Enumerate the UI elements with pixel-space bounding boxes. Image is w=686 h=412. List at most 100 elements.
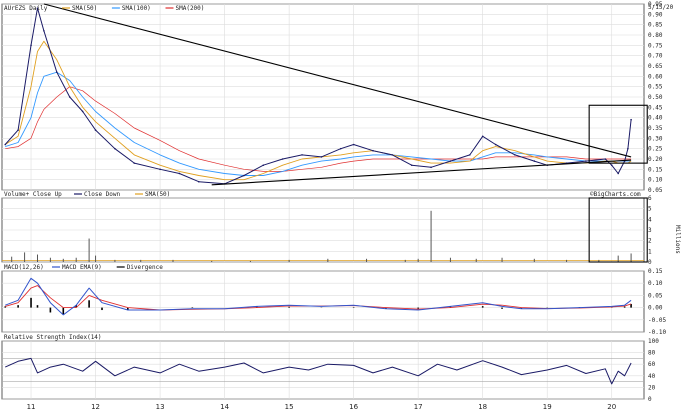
price-point bbox=[430, 166, 432, 169]
price-point bbox=[197, 180, 200, 183]
rsi-title: Relative Strength Index(14) bbox=[4, 334, 102, 341]
y-tick-label: 0.40 bbox=[648, 115, 663, 122]
price-series bbox=[4, 3, 648, 186]
volume-legend: Close Down SMA(50) bbox=[74, 191, 170, 198]
y-tick-label: 60 bbox=[648, 361, 656, 368]
volume-panel: 6 5 4 3 2 1 0 Volume+ Close Up Close Down SMA(5… bbox=[1, 191, 681, 266]
y-tick-label: 0.70 bbox=[648, 53, 663, 60]
y-tick-label: 2 bbox=[648, 238, 652, 245]
price-point bbox=[627, 147, 629, 150]
price-point bbox=[301, 154, 303, 156]
y-tick-label: 0.15 bbox=[648, 268, 663, 275]
x-tick-label: 11 bbox=[27, 403, 36, 411]
price-point bbox=[81, 110, 84, 113]
y-tick-label: 0.85 bbox=[648, 22, 663, 29]
price-point bbox=[68, 96, 71, 98]
rsi-panel: 100 80 60 40 20 0 Relative Strength Index(14) bbox=[1, 334, 659, 403]
macd-series bbox=[4, 277, 632, 316]
x-tick-label: 16 bbox=[349, 403, 358, 411]
y-tick-label: 0.05 bbox=[648, 187, 663, 194]
macd-title: MACD(12,26) bbox=[4, 264, 44, 271]
y-tick-label: 5 bbox=[648, 206, 652, 213]
y-tick-label: -0.05 bbox=[648, 317, 666, 324]
x-tick-label: 18 bbox=[478, 403, 487, 411]
price-point bbox=[320, 156, 323, 158]
y-tick-label: 0.20 bbox=[648, 156, 663, 163]
legend-entry: Close Down bbox=[84, 191, 121, 198]
volume-title: Volume+ Close Up bbox=[4, 191, 62, 198]
x-tick-label: 17 bbox=[414, 403, 423, 411]
volume-unit-label: Millions bbox=[674, 225, 681, 254]
price-point bbox=[56, 71, 58, 73]
y-tick-label: 0.50 bbox=[648, 94, 663, 101]
price-point bbox=[372, 149, 374, 152]
trendline bbox=[211, 159, 632, 186]
rsi-y-ticks: 100 80 60 40 20 0 bbox=[648, 338, 659, 403]
macd-gridlines bbox=[2, 270, 644, 333]
y-tick-label: -0.10 bbox=[648, 329, 666, 336]
price-point bbox=[610, 164, 613, 166]
volume-y-ticks: 6 5 4 3 2 1 0 bbox=[648, 195, 652, 266]
y-tick-label: 0.95 bbox=[648, 1, 663, 8]
price-point bbox=[178, 172, 181, 175]
y-tick-label: 0.80 bbox=[648, 32, 663, 39]
y-tick-label: 0.45 bbox=[648, 104, 663, 111]
legend-entry: SMA(200) bbox=[176, 5, 205, 12]
sma100-line bbox=[5, 71, 632, 176]
price-point bbox=[533, 160, 536, 162]
price-point bbox=[94, 129, 97, 131]
price-date: 5/15/20 bbox=[648, 4, 674, 11]
price-point bbox=[133, 162, 136, 164]
price-point bbox=[352, 143, 355, 146]
macd-line bbox=[5, 277, 632, 316]
price-point bbox=[114, 147, 116, 150]
price-y-ticks: 0.95 0.90 0.85 0.80 0.75 0.70 0.65 0.60 0.55 0.50… bbox=[648, 1, 663, 194]
y-tick-label: 0.65 bbox=[648, 63, 663, 70]
price-point bbox=[494, 143, 497, 146]
y-tick-label: 0.60 bbox=[648, 73, 663, 80]
y-tick-label: 0.75 bbox=[648, 42, 663, 49]
legend-entry: SMA(50) bbox=[145, 191, 170, 198]
price-point bbox=[391, 154, 394, 156]
price-point bbox=[585, 160, 587, 162]
y-tick-label: 0 bbox=[648, 396, 652, 403]
price-point bbox=[36, 7, 39, 9]
price-point bbox=[43, 30, 45, 32]
trendline bbox=[43, 3, 632, 158]
price-point bbox=[481, 135, 484, 138]
y-tick-label: 0.00 bbox=[648, 305, 663, 312]
volume-bars bbox=[2, 197, 648, 263]
y-tick-label: 0.25 bbox=[648, 146, 663, 153]
y-tick-label: 0.15 bbox=[648, 166, 663, 173]
x-tick-label: 19 bbox=[543, 403, 552, 411]
x-tick-label: 13 bbox=[156, 403, 165, 411]
highlight-box bbox=[588, 104, 648, 164]
watermark: ©BigCharts.com bbox=[590, 191, 641, 198]
rsi-gridlines bbox=[2, 340, 644, 400]
price-legend: SMA(50) SMA(100) SMA(200) bbox=[62, 5, 204, 12]
price-point bbox=[339, 147, 342, 150]
legend-entry: SMA(100) bbox=[122, 5, 151, 12]
price-point bbox=[281, 158, 284, 160]
x-axis: 11 12 13 14 15 16 17 18 19 20 bbox=[27, 403, 617, 411]
macd-signal-line bbox=[5, 285, 632, 311]
y-tick-label: 20 bbox=[648, 384, 656, 391]
price-point bbox=[262, 164, 265, 166]
volume-highlight-box bbox=[588, 197, 648, 263]
price-panel: 0.95 0.90 0.85 0.80 0.75 0.70 0.65 0.60 0.55 0.50… bbox=[1, 1, 674, 194]
price-point bbox=[514, 154, 516, 156]
price-point bbox=[630, 118, 632, 121]
price-point bbox=[159, 168, 161, 171]
y-tick-label: 0.90 bbox=[648, 11, 663, 18]
x-tick-label: 20 bbox=[607, 403, 616, 411]
y-tick-label: 0.10 bbox=[648, 280, 663, 287]
y-tick-label: 0 bbox=[648, 259, 652, 266]
price-gridlines bbox=[2, 3, 644, 191]
x-tick-label: 15 bbox=[285, 403, 294, 411]
rsi-series bbox=[2, 357, 644, 385]
price-point bbox=[449, 160, 452, 162]
y-tick-label: 40 bbox=[648, 373, 656, 380]
price-point bbox=[617, 172, 619, 175]
price-point bbox=[243, 174, 245, 177]
